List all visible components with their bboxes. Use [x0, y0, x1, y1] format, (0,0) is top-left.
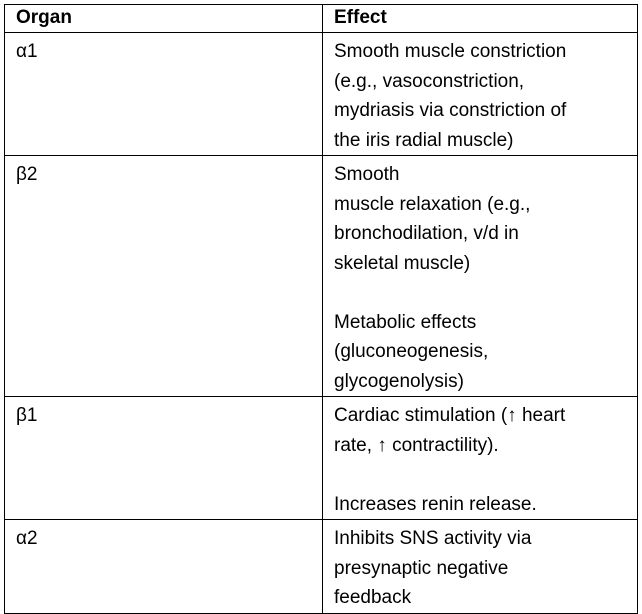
effect-line: Cardiac stimulation (↑ heart — [334, 405, 566, 426]
effect-line: glycogenolysis) — [334, 370, 464, 392]
effect-cell: Smooth muscle relaxation (e.g., bronchod… — [322, 155, 638, 397]
effect-line: mydriasis via constriction of — [334, 100, 567, 121]
effect-cell: Inhibits SNS activity via presynaptic ne… — [322, 519, 638, 614]
effect-line: feedback — [334, 587, 412, 608]
effect-line: Smooth muscle constriction — [334, 41, 567, 62]
organ-cell: α2 — [4, 519, 323, 614]
effect-line: Increases renin release. — [334, 493, 537, 515]
paragraph-gap — [334, 278, 633, 308]
table-row: α2 Inhibits SNS activity via presynaptic… — [4, 519, 638, 614]
table-row: α1 Smooth muscle constriction (e.g., vas… — [4, 32, 638, 156]
effect-line: Smooth — [334, 164, 400, 185]
organ-cell: α1 — [4, 32, 323, 156]
effect-line: (gluconeogenesis, — [334, 341, 489, 362]
effect-line: rate, ↑ contractility). — [334, 434, 499, 456]
effect-cell: Cardiac stimulation (↑ heart rate, ↑ con… — [322, 396, 638, 520]
effect-line: skeletal muscle) — [334, 252, 471, 274]
organ-column-header: Organ — [4, 4, 323, 33]
effect-line: (e.g., vasoconstriction, — [334, 70, 525, 92]
effect-line: muscle relaxation (e.g., — [334, 193, 531, 215]
organ-cell: β2 — [4, 155, 323, 397]
receptor-effects-table: Organ Effect α1 Smooth muscle constricti… — [4, 4, 638, 614]
effect-line: presynaptic negative — [334, 557, 509, 579]
organ-cell: β1 — [4, 396, 323, 520]
table-row: β2 Smooth muscle relaxation (e.g., bronc… — [4, 155, 638, 397]
effect-line: Inhibits SNS activity via — [334, 528, 532, 549]
effect-line: Metabolic effects — [334, 311, 477, 333]
table-header-row: Organ Effect — [4, 4, 638, 33]
table-row: β1 Cardiac stimulation (↑ heart rate, ↑ … — [4, 396, 638, 520]
effect-line: the iris radial muscle) — [334, 129, 514, 151]
effect-line: bronchodilation, v/d in — [334, 223, 519, 244]
paragraph-gap — [334, 460, 633, 490]
effect-column-header: Effect — [322, 4, 638, 33]
effect-cell: Smooth muscle constriction (e.g., vasoco… — [322, 32, 638, 156]
